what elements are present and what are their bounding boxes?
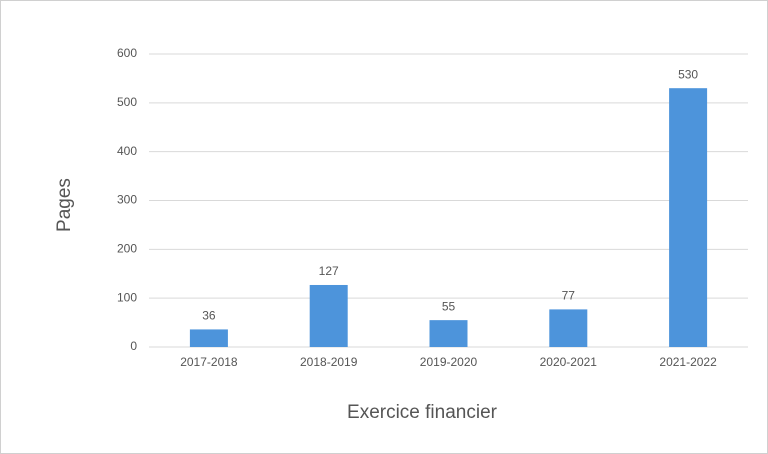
bar xyxy=(669,88,708,347)
bar xyxy=(309,284,348,347)
x-axis-title: Exercice financier xyxy=(347,402,498,423)
y-tick-label: 200 xyxy=(117,242,137,256)
x-tick-label: 2019-2020 xyxy=(420,355,478,369)
x-tick-label: 2017-2018 xyxy=(180,355,238,369)
x-tick-label: 2018-2019 xyxy=(300,355,358,369)
y-tick-label: 300 xyxy=(117,193,137,207)
y-tick-label: 0 xyxy=(130,339,137,353)
bar xyxy=(549,309,588,347)
data-label: 77 xyxy=(562,289,576,303)
data-label: 127 xyxy=(319,264,339,278)
data-label: 55 xyxy=(442,299,456,313)
y-tick-label: 100 xyxy=(117,290,137,304)
data-label: 530 xyxy=(678,67,698,81)
data-label: 36 xyxy=(202,309,216,323)
y-tick-label: 400 xyxy=(117,144,137,158)
bar xyxy=(429,320,468,347)
x-tick-label: 2021-2022 xyxy=(659,355,717,369)
y-tick-label: 600 xyxy=(117,46,137,60)
x-tick-label: 2020-2021 xyxy=(540,355,598,369)
y-axis-title: Pages xyxy=(54,178,75,232)
bar xyxy=(189,329,228,347)
y-tick-label: 500 xyxy=(117,95,137,109)
